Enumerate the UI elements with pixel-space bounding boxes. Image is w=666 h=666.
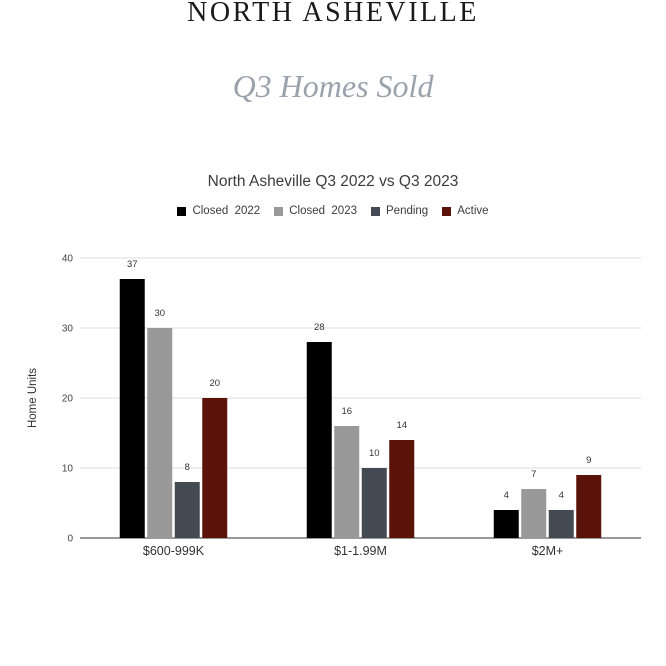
bar xyxy=(147,328,173,538)
data-label: 28 xyxy=(314,322,325,333)
x-category-label: $600-999K xyxy=(143,544,205,558)
legend-swatch xyxy=(371,206,380,216)
data-label: 10 xyxy=(369,448,380,459)
legend-swatch xyxy=(442,206,452,216)
data-label: 14 xyxy=(396,420,407,431)
data-label: 8 xyxy=(185,462,190,473)
legend-item-closed-2022: Closed 2022 xyxy=(177,205,260,217)
bar xyxy=(119,279,145,538)
data-label: 7 xyxy=(531,469,536,480)
page-subtitle: Q3 Homes Sold xyxy=(232,68,434,104)
data-label: 4 xyxy=(504,490,509,501)
y-axis-title: Home Units xyxy=(27,368,39,428)
gridlines xyxy=(80,257,641,539)
legend-label: Pending xyxy=(386,205,429,217)
chart-legend: Closed 2022 Closed 2023 Pending Active xyxy=(0,205,666,217)
bar xyxy=(361,468,387,538)
bar xyxy=(306,342,332,538)
x-category-label: $2M+ xyxy=(532,544,564,558)
y-tick-label: 10 xyxy=(62,464,74,475)
legend-item-active: Active xyxy=(442,205,489,217)
y-tick-label: 30 xyxy=(62,324,74,335)
legend-swatch xyxy=(177,206,187,216)
y-tick-label: 0 xyxy=(67,534,73,545)
legend-item-pending: Pending xyxy=(371,205,428,217)
bar xyxy=(521,489,547,538)
data-label: 4 xyxy=(559,490,564,501)
y-tick-label: 40 xyxy=(62,254,74,265)
bar xyxy=(202,398,228,538)
bar xyxy=(493,510,519,538)
legend-swatch xyxy=(274,206,284,216)
legend-label: Closed 2023 xyxy=(289,205,357,217)
data-label: 20 xyxy=(209,378,220,389)
data-label: 16 xyxy=(341,406,352,417)
chart-title: North Asheville Q3 2022 vs Q3 2023 xyxy=(207,173,459,190)
legend-item-closed-2023: Closed 2023 xyxy=(274,205,357,217)
y-tick-label: 20 xyxy=(62,394,74,405)
bar xyxy=(548,510,574,538)
labels: 0 10 20 30 40 37 30 8 20 $600-999K 28 16 10 14 $1-1.99… xyxy=(62,254,592,559)
bar xyxy=(334,426,360,538)
data-label: 9 xyxy=(586,455,591,466)
bars xyxy=(119,279,602,538)
data-label: 30 xyxy=(154,308,165,319)
data-label: 37 xyxy=(127,259,138,270)
legend-label: Closed 2022 xyxy=(192,205,261,217)
legend-label: Active xyxy=(457,205,489,217)
page-title: NORTH ASHEVILLE xyxy=(187,0,479,28)
bar xyxy=(576,475,602,538)
bar xyxy=(389,440,415,538)
x-category-label: $1-1.99M xyxy=(334,544,387,558)
bar xyxy=(174,482,200,538)
